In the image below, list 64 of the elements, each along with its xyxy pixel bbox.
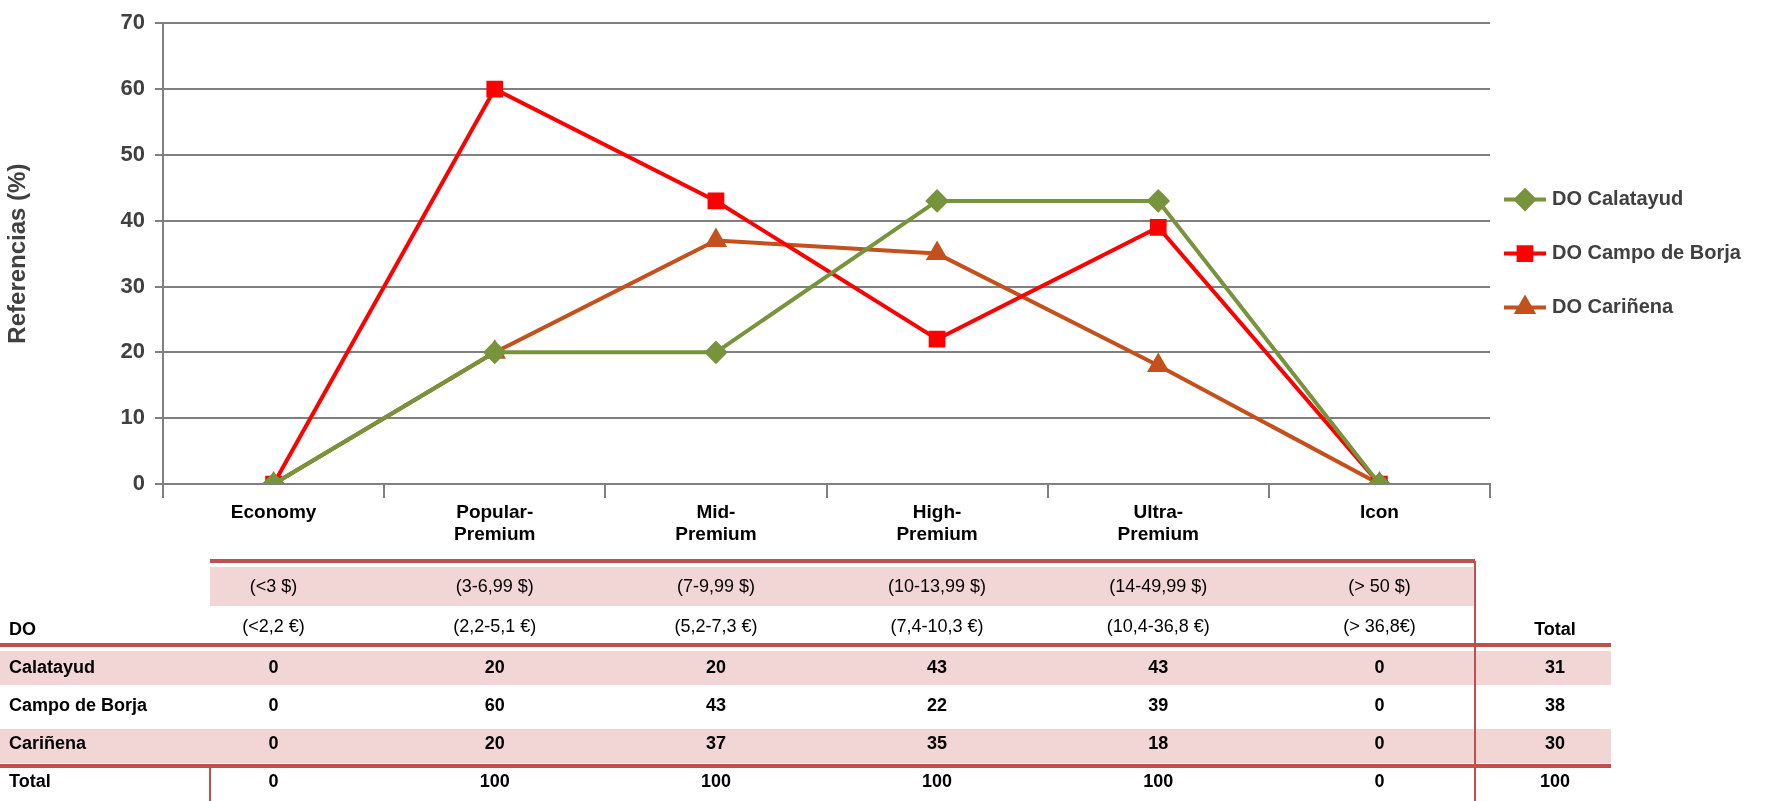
- text: (10,4-36,8 €): [1106, 615, 1210, 636]
- text: (14-49,99 $): [1109, 575, 1208, 596]
- y-tick-label: 40: [120, 206, 145, 232]
- text: 100: [1539, 770, 1571, 791]
- data-label: 37: [705, 732, 726, 753]
- y-axis-title: Referencias (%): [3, 163, 31, 344]
- data-label: 39: [1148, 694, 1169, 715]
- data-label: 18: [1148, 732, 1169, 753]
- data-label: 0: [1374, 656, 1385, 677]
- data-label: 35: [927, 732, 948, 753]
- text: 30: [1544, 732, 1566, 753]
- y-tick-label: 50: [120, 140, 145, 166]
- text: 100: [922, 770, 953, 791]
- text: 100: [700, 770, 731, 791]
- text: (7,4-10,3 €): [890, 615, 984, 636]
- x-tick-label: Ultra-Premium: [1117, 500, 1199, 545]
- data-label: 22: [927, 694, 948, 715]
- legend-label: DO Cariñena: [1552, 295, 1675, 318]
- y-tick-label: 30: [120, 272, 145, 298]
- text: (<2,2 €): [242, 615, 305, 636]
- text: 100: [479, 770, 510, 791]
- y-tick-label: 20: [120, 338, 145, 364]
- data-label: 43: [1148, 656, 1169, 677]
- data-label: 0: [1374, 732, 1385, 753]
- data-label: 0: [268, 694, 279, 715]
- x-tick-label: Economy: [230, 500, 317, 522]
- text: (5,2-7,3 €): [674, 615, 758, 636]
- text: (3-6,99 $): [455, 575, 534, 596]
- text: Total: [9, 770, 51, 791]
- x-tick-label: Popular-Premium: [454, 500, 536, 545]
- text: 0: [1374, 770, 1385, 791]
- data-label: 0: [1374, 694, 1385, 715]
- y-tick-label: 0: [132, 470, 145, 496]
- text: 0: [268, 770, 279, 791]
- text: DO: [9, 618, 36, 639]
- y-tick-label: 60: [120, 75, 145, 101]
- text: (2,2-5,1 €): [453, 615, 537, 636]
- x-tick-label: Icon: [1359, 500, 1399, 522]
- text: Cariñena: [9, 732, 88, 753]
- legend-label: DO Campo de Borja: [1552, 241, 1742, 264]
- text: (> 36,8€): [1343, 615, 1416, 636]
- y-tick-label: 10: [120, 404, 145, 430]
- text: (7-9,99 $): [676, 575, 755, 596]
- x-tick-label: Mid-Premium: [675, 500, 757, 545]
- text: (<3 $): [249, 575, 298, 596]
- x-tick-label: High-Premium: [896, 500, 978, 545]
- text: (10-13,99 $): [888, 575, 987, 596]
- data-label: 0: [268, 732, 279, 753]
- data-label: 20: [705, 656, 726, 677]
- text: (> 50 $): [1348, 575, 1411, 596]
- text: 31: [1544, 656, 1566, 677]
- text: Campo de Borja: [9, 694, 149, 715]
- legend-label: DO Calatayud: [1552, 187, 1684, 210]
- data-label: 0: [268, 656, 279, 677]
- data-label: 60: [484, 694, 505, 715]
- text: Total: [1534, 618, 1576, 639]
- data-label: 20: [484, 656, 505, 677]
- data-label: 43: [705, 694, 726, 715]
- data-label: 20: [484, 732, 505, 753]
- text: 100: [1143, 770, 1174, 791]
- text: Calatayud: [9, 656, 96, 677]
- y-tick-label: 70: [120, 9, 145, 35]
- data-label: 43: [927, 656, 948, 677]
- text: 38: [1544, 694, 1566, 715]
